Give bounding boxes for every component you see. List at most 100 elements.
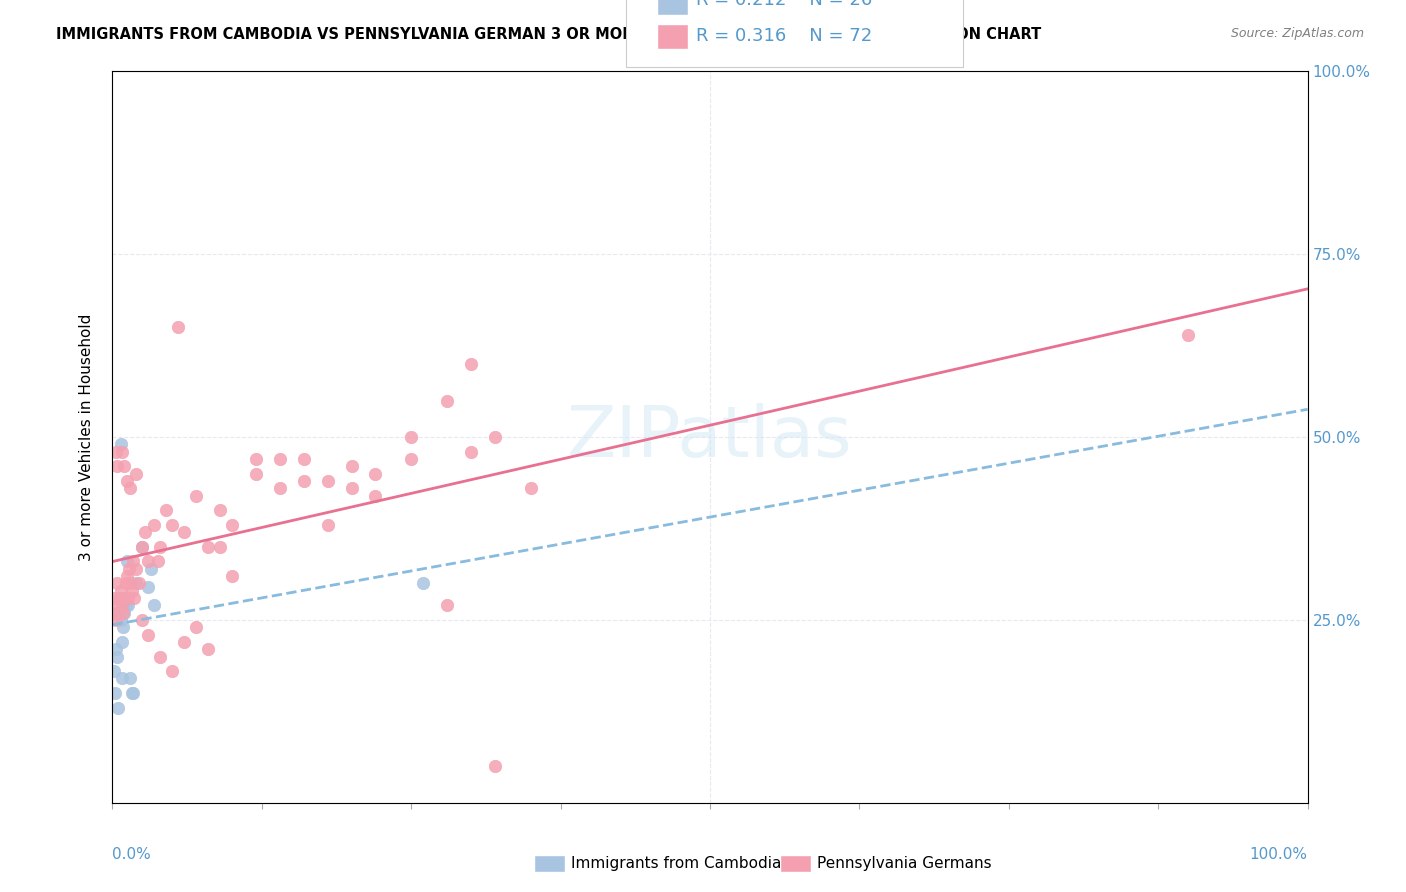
Point <box>173 525 195 540</box>
Point <box>167 320 190 334</box>
Point <box>149 540 172 554</box>
Point <box>401 430 423 444</box>
Point <box>107 700 129 714</box>
Point <box>292 474 315 488</box>
Point <box>120 481 142 495</box>
Point <box>128 576 150 591</box>
Point <box>122 591 145 605</box>
Text: 0.0%: 0.0% <box>112 847 152 862</box>
Point <box>269 452 291 467</box>
Point <box>105 649 128 664</box>
Point <box>143 517 166 532</box>
Point <box>121 583 143 598</box>
Point <box>340 481 363 495</box>
Point <box>316 474 339 488</box>
Text: ZIPatlas: ZIPatlas <box>567 402 853 472</box>
Point <box>107 606 129 620</box>
Point <box>114 576 136 591</box>
Point <box>221 517 243 532</box>
Point <box>221 569 243 583</box>
Y-axis label: 3 or more Vehicles in Household: 3 or more Vehicles in Household <box>79 313 94 561</box>
Text: 100.0%: 100.0% <box>1250 847 1308 862</box>
Point <box>121 686 143 700</box>
Point <box>316 517 339 532</box>
Point <box>139 562 162 576</box>
Point <box>143 599 166 613</box>
Point <box>149 649 172 664</box>
Text: IMMIGRANTS FROM CAMBODIA VS PENNSYLVANIA GERMAN 3 OR MORE VEHICLES IN HOUSEHOLD : IMMIGRANTS FROM CAMBODIA VS PENNSYLVANIA… <box>56 27 1042 42</box>
Point <box>138 554 160 568</box>
Point <box>105 613 128 627</box>
Point <box>412 576 434 591</box>
Point <box>115 569 138 583</box>
Point <box>114 459 135 474</box>
Point <box>108 591 131 605</box>
Point <box>125 562 148 576</box>
Point <box>121 554 143 568</box>
Point <box>162 664 183 678</box>
Point <box>197 540 219 554</box>
Point <box>173 635 195 649</box>
Point <box>292 452 315 467</box>
Point <box>115 474 138 488</box>
Point <box>484 430 506 444</box>
Point <box>186 489 208 503</box>
Point <box>245 452 267 467</box>
Point <box>112 606 135 620</box>
Point <box>1177 327 1199 342</box>
Point <box>364 467 387 481</box>
Point <box>105 444 128 458</box>
Point <box>162 517 183 532</box>
Point <box>104 686 127 700</box>
Point <box>245 467 267 481</box>
Point <box>131 540 153 554</box>
Point <box>138 627 160 641</box>
Point <box>209 503 232 517</box>
Point <box>401 452 423 467</box>
Point <box>146 554 169 568</box>
Text: R = 0.316    N = 72: R = 0.316 N = 72 <box>696 27 872 45</box>
Point <box>114 591 135 605</box>
Text: R = 0.212    N = 26: R = 0.212 N = 26 <box>696 0 872 9</box>
Point <box>105 642 128 657</box>
Point <box>120 576 142 591</box>
Text: Source: ZipAtlas.com: Source: ZipAtlas.com <box>1230 27 1364 40</box>
Point <box>138 580 160 594</box>
Point <box>460 444 482 458</box>
Point <box>131 540 153 554</box>
Point <box>155 503 177 517</box>
Point <box>134 525 156 540</box>
Point <box>115 554 138 568</box>
Point <box>436 393 458 408</box>
Point <box>105 576 128 591</box>
Point <box>118 562 141 576</box>
Point <box>103 664 125 678</box>
Point <box>107 599 129 613</box>
Point <box>125 467 148 481</box>
Point <box>197 642 219 657</box>
Point <box>117 591 139 605</box>
Point <box>340 459 363 474</box>
Text: Immigrants from Cambodia: Immigrants from Cambodia <box>571 856 782 871</box>
Point <box>520 481 543 495</box>
Point <box>186 620 208 634</box>
Point <box>105 459 128 474</box>
Point <box>117 599 139 613</box>
Point <box>108 591 131 605</box>
Point <box>121 686 143 700</box>
Point <box>364 489 387 503</box>
Point <box>110 583 132 598</box>
Point <box>484 759 506 773</box>
Point <box>209 540 232 554</box>
Point <box>125 576 148 591</box>
Point <box>111 635 134 649</box>
Point <box>110 437 132 451</box>
Point <box>114 606 135 620</box>
Point <box>131 613 153 627</box>
Point <box>460 357 482 371</box>
Point <box>112 620 135 634</box>
Text: Pennsylvania Germans: Pennsylvania Germans <box>817 856 991 871</box>
Point <box>120 672 142 686</box>
Point <box>111 444 134 458</box>
Point <box>436 599 458 613</box>
